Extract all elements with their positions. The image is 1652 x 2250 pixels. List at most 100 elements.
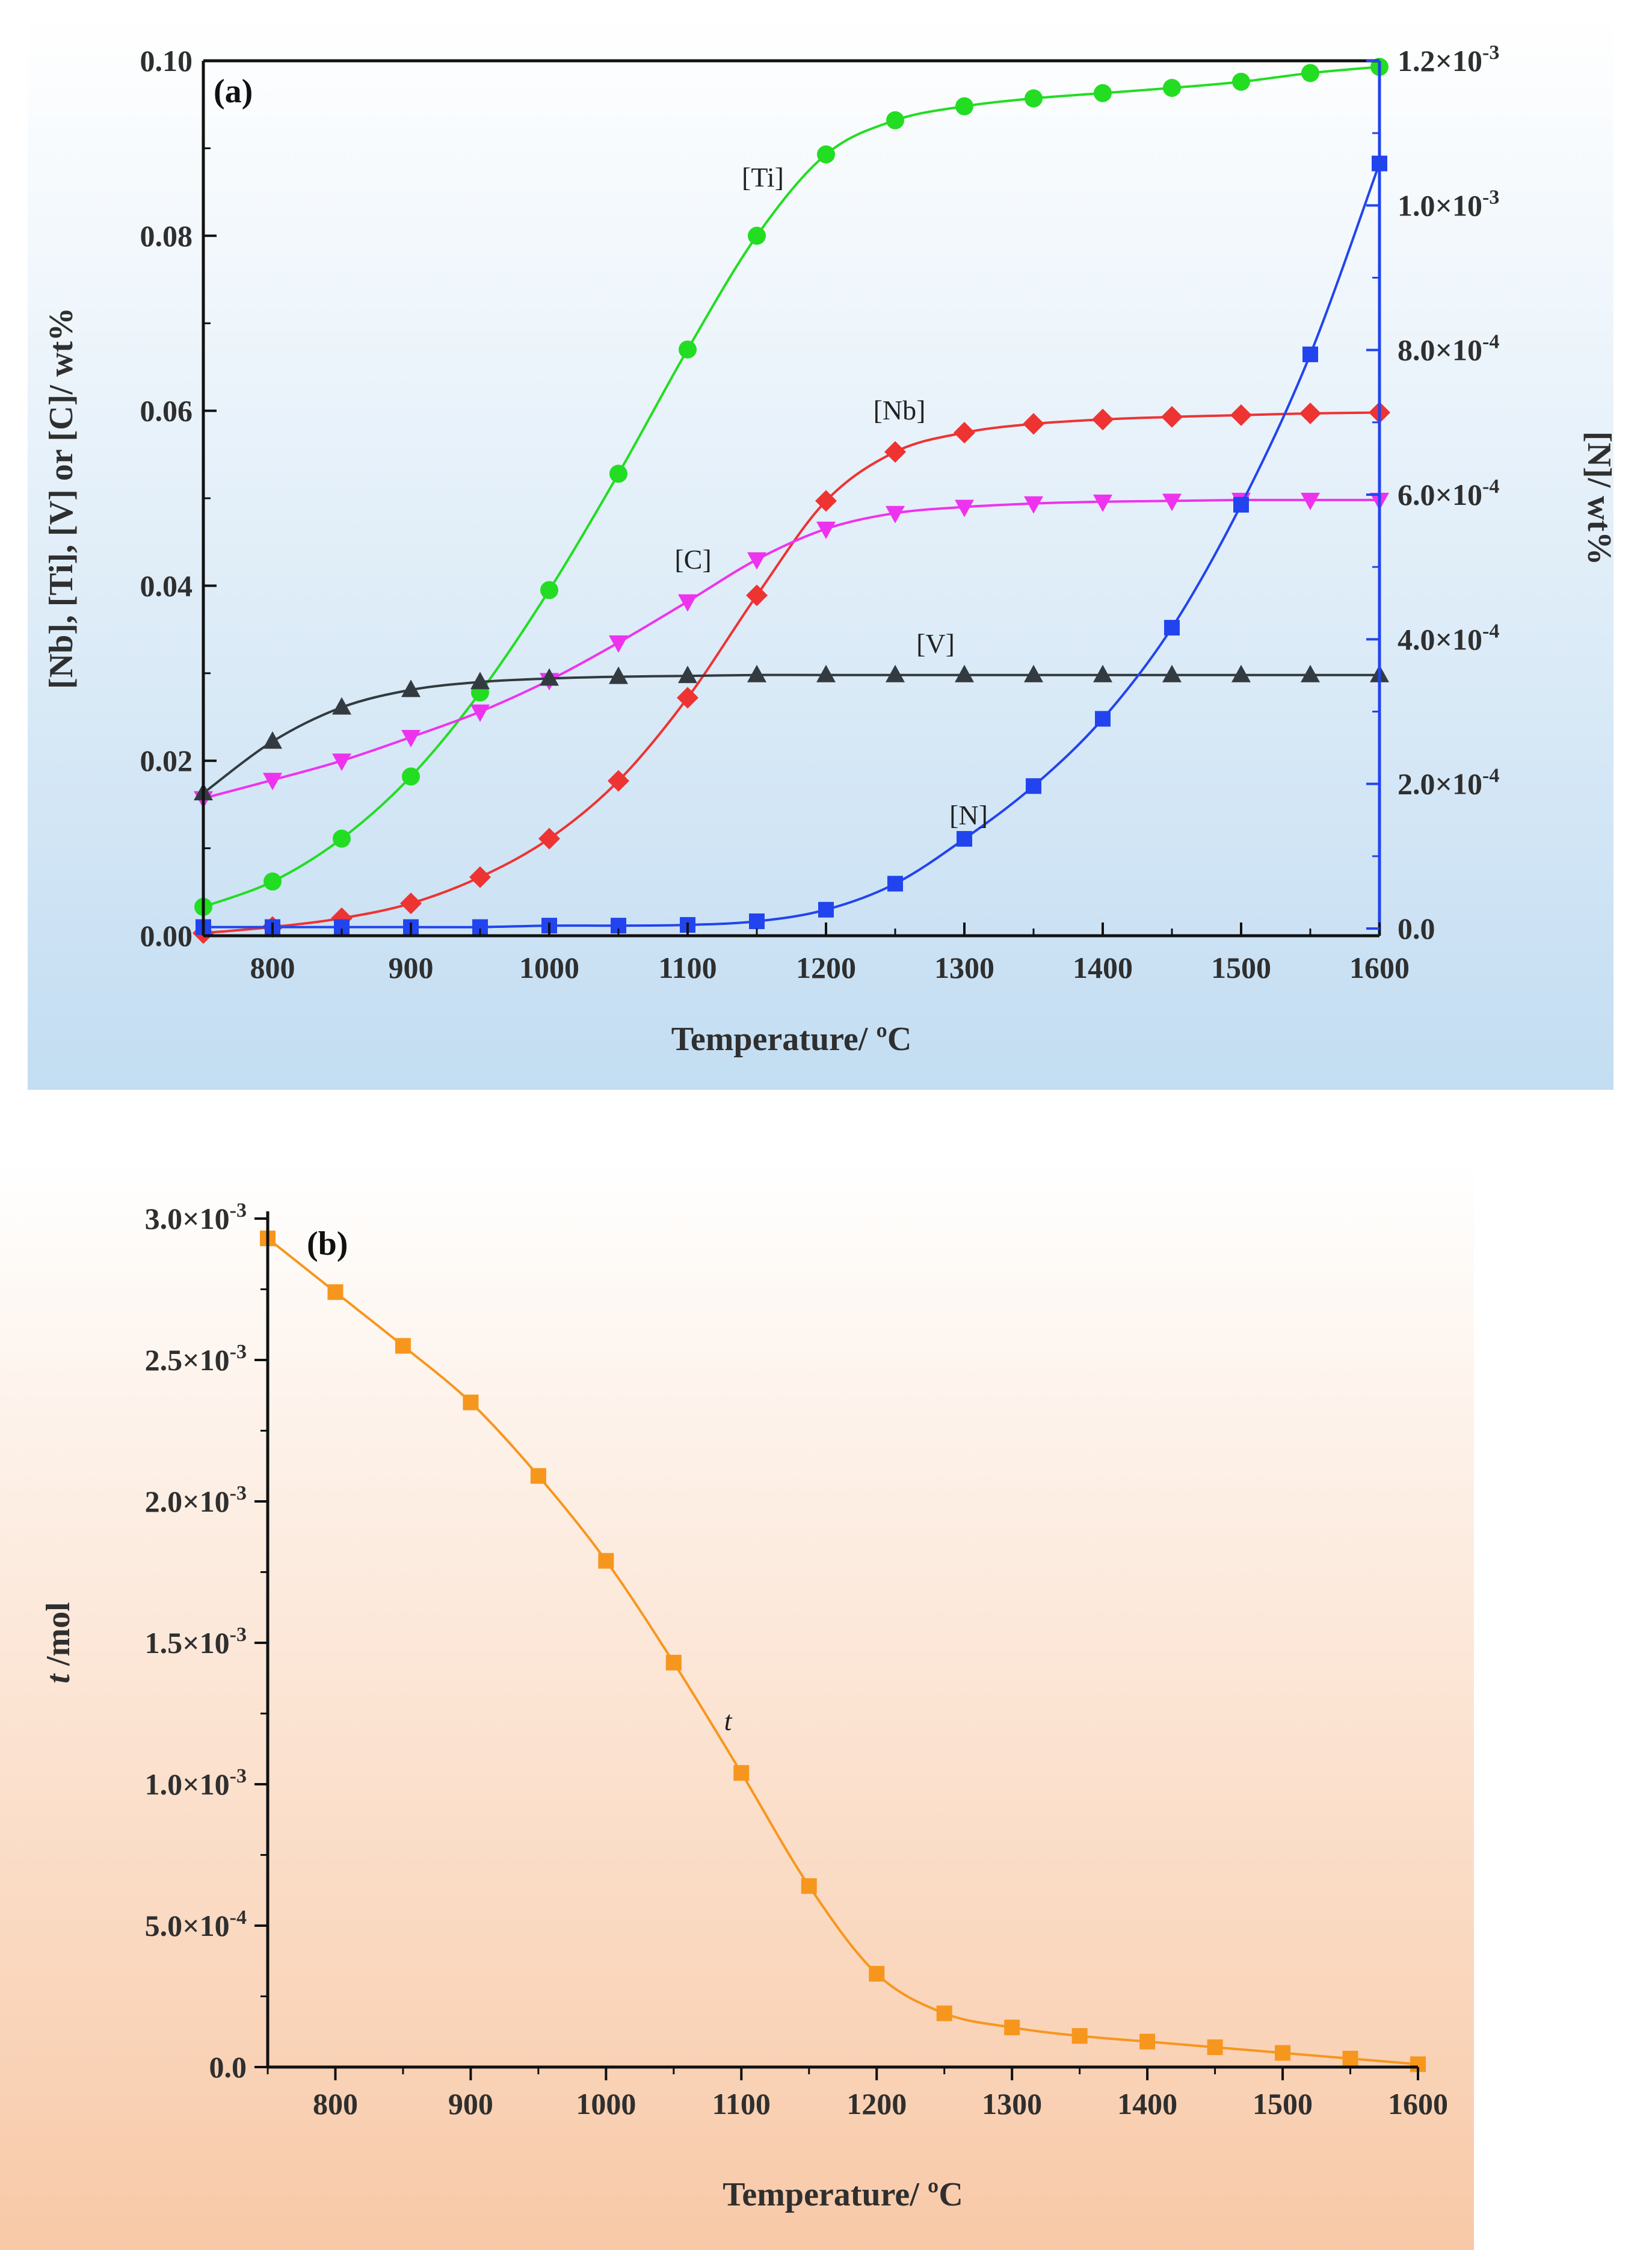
- y-right-tick-label: 4.0×10-4: [1398, 620, 1499, 656]
- series-point-ti: [817, 145, 835, 164]
- x-tick-label: 1300: [982, 2087, 1042, 2121]
- series-point-t: [530, 1468, 546, 1484]
- x-tick-label: 1600: [1349, 951, 1410, 984]
- series-point-c: [1093, 494, 1112, 512]
- y-left-tick-label: 0.08: [140, 219, 193, 253]
- x-tick-label: 1100: [712, 2087, 771, 2121]
- y-right-tick-label: 0.0: [1398, 912, 1435, 945]
- series-point-t: [869, 1965, 885, 1982]
- series-point-ti: [1025, 89, 1043, 108]
- series-point-nb: [538, 827, 560, 850]
- y-right-tick-label: 1.2×10-3: [1398, 42, 1499, 78]
- x-tick-label: 1300: [934, 951, 994, 984]
- series-point-nb: [608, 770, 629, 792]
- series-point-t: [936, 2005, 952, 2021]
- series-point-n: [887, 876, 903, 892]
- series-point-t: [395, 1338, 411, 1354]
- series-label-c: [C]: [674, 544, 711, 575]
- series-point-t: [1071, 2028, 1088, 2044]
- y-left-tick-label: 0.10: [140, 44, 193, 78]
- y-axis-title: t /mol: [40, 1602, 77, 1683]
- series-point-ti: [264, 872, 282, 891]
- series-point-t: [1275, 2045, 1291, 2061]
- series-point-n: [1164, 620, 1180, 636]
- series-point-v: [401, 679, 421, 697]
- y-tick-label: 3.0×10-3: [145, 1199, 247, 1235]
- series-point-v: [540, 668, 559, 686]
- series-point-v: [1301, 664, 1320, 682]
- series-point-c: [747, 552, 766, 570]
- series-point-v: [332, 697, 351, 715]
- y-tick-label: 0.0: [209, 2050, 247, 2084]
- x-tick-label: 1500: [1211, 951, 1271, 984]
- y-tick-label: 1.0×10-3: [145, 1765, 247, 1801]
- series-point-c: [401, 729, 421, 747]
- series-point-nb: [746, 584, 768, 607]
- series-point-nb: [469, 866, 491, 888]
- series-point-v: [816, 664, 836, 682]
- series-point-v: [263, 731, 282, 749]
- y-tick-label: 5.0×10-4: [145, 1906, 247, 1942]
- x-tick-label: 1200: [846, 2087, 907, 2121]
- x-axis-title: Temperature/ ºC: [671, 1021, 912, 1058]
- y-left-tick-label: 0.00: [140, 919, 193, 953]
- series-point-v: [1093, 664, 1112, 682]
- series-point-v: [955, 664, 974, 682]
- series-point-nb: [954, 421, 975, 444]
- panel-label-a: (a): [214, 73, 253, 110]
- series-point-t: [598, 1553, 614, 1569]
- series-point-t: [463, 1394, 479, 1411]
- series-point-nb: [1299, 402, 1321, 424]
- series-point-c: [678, 594, 697, 612]
- series-point-nb: [815, 490, 837, 512]
- x-tick-label: 1000: [519, 951, 579, 984]
- series-point-v: [747, 664, 766, 682]
- series-point-nb: [1161, 406, 1183, 428]
- series-point-t: [1342, 2050, 1358, 2066]
- series-point-v: [886, 664, 905, 682]
- series-point-ti: [1094, 84, 1112, 102]
- series-point-c: [955, 499, 974, 518]
- y-tick-label: 1.5×10-3: [145, 1624, 247, 1660]
- series-point-nb: [400, 892, 422, 915]
- x-tick-label: 800: [313, 2087, 358, 2121]
- x-tick-label: 900: [448, 2087, 493, 2121]
- x-tick-label: 1100: [658, 951, 717, 984]
- series-point-c: [1301, 492, 1320, 510]
- chart-panel-b: 800 900 1000 1100 1200 1300 1400 1500 1600 0.0 5.0…: [0, 1161, 1474, 2250]
- series-point-nb: [1023, 413, 1044, 435]
- series-point-t: [665, 1654, 682, 1671]
- x-tick-label: 1500: [1253, 2087, 1313, 2121]
- series-point-n: [1095, 711, 1111, 727]
- y-left-tick-label: 0.04: [140, 569, 193, 602]
- series-point-t: [327, 1284, 344, 1300]
- series-point-c: [1024, 496, 1043, 514]
- series-point-nb: [1092, 409, 1114, 431]
- series-point-ti: [748, 226, 766, 245]
- series-point-t: [1004, 2020, 1020, 2036]
- series-point-n: [957, 830, 972, 847]
- series-point-v: [609, 666, 628, 684]
- series-point-c: [1162, 493, 1182, 512]
- y-right-tick-label: 6.0×10-4: [1398, 475, 1499, 512]
- x-axis-title: Temperature/ ºC: [723, 2176, 963, 2213]
- y-axis-left-title: [Nb], [Ti], [V] or [C]/ wt%: [43, 308, 80, 689]
- series-point-v: [1162, 664, 1182, 682]
- series-point-c: [609, 635, 628, 653]
- series-point-ti: [402, 767, 420, 786]
- series-point-ti: [333, 829, 351, 848]
- y-tick-label: 2.5×10-3: [145, 1341, 247, 1377]
- series-point-ti: [1301, 64, 1319, 82]
- y-right-tick-label: 8.0×10-4: [1398, 331, 1499, 367]
- series-point-n: [1026, 778, 1041, 794]
- x-tick-label: 1400: [1117, 2087, 1177, 2121]
- series-label-v: [V]: [916, 628, 955, 659]
- y-right-tick-label: 1.0×10-3: [1398, 186, 1499, 222]
- series-point-t: [1139, 2033, 1156, 2050]
- series-point-ti: [609, 465, 627, 483]
- x-tick-label: 1600: [1388, 2087, 1448, 2121]
- y-right-tick-label: 2.0×10-4: [1398, 765, 1499, 801]
- series-point-ti: [886, 111, 904, 129]
- series-label-n: [N]: [949, 800, 988, 830]
